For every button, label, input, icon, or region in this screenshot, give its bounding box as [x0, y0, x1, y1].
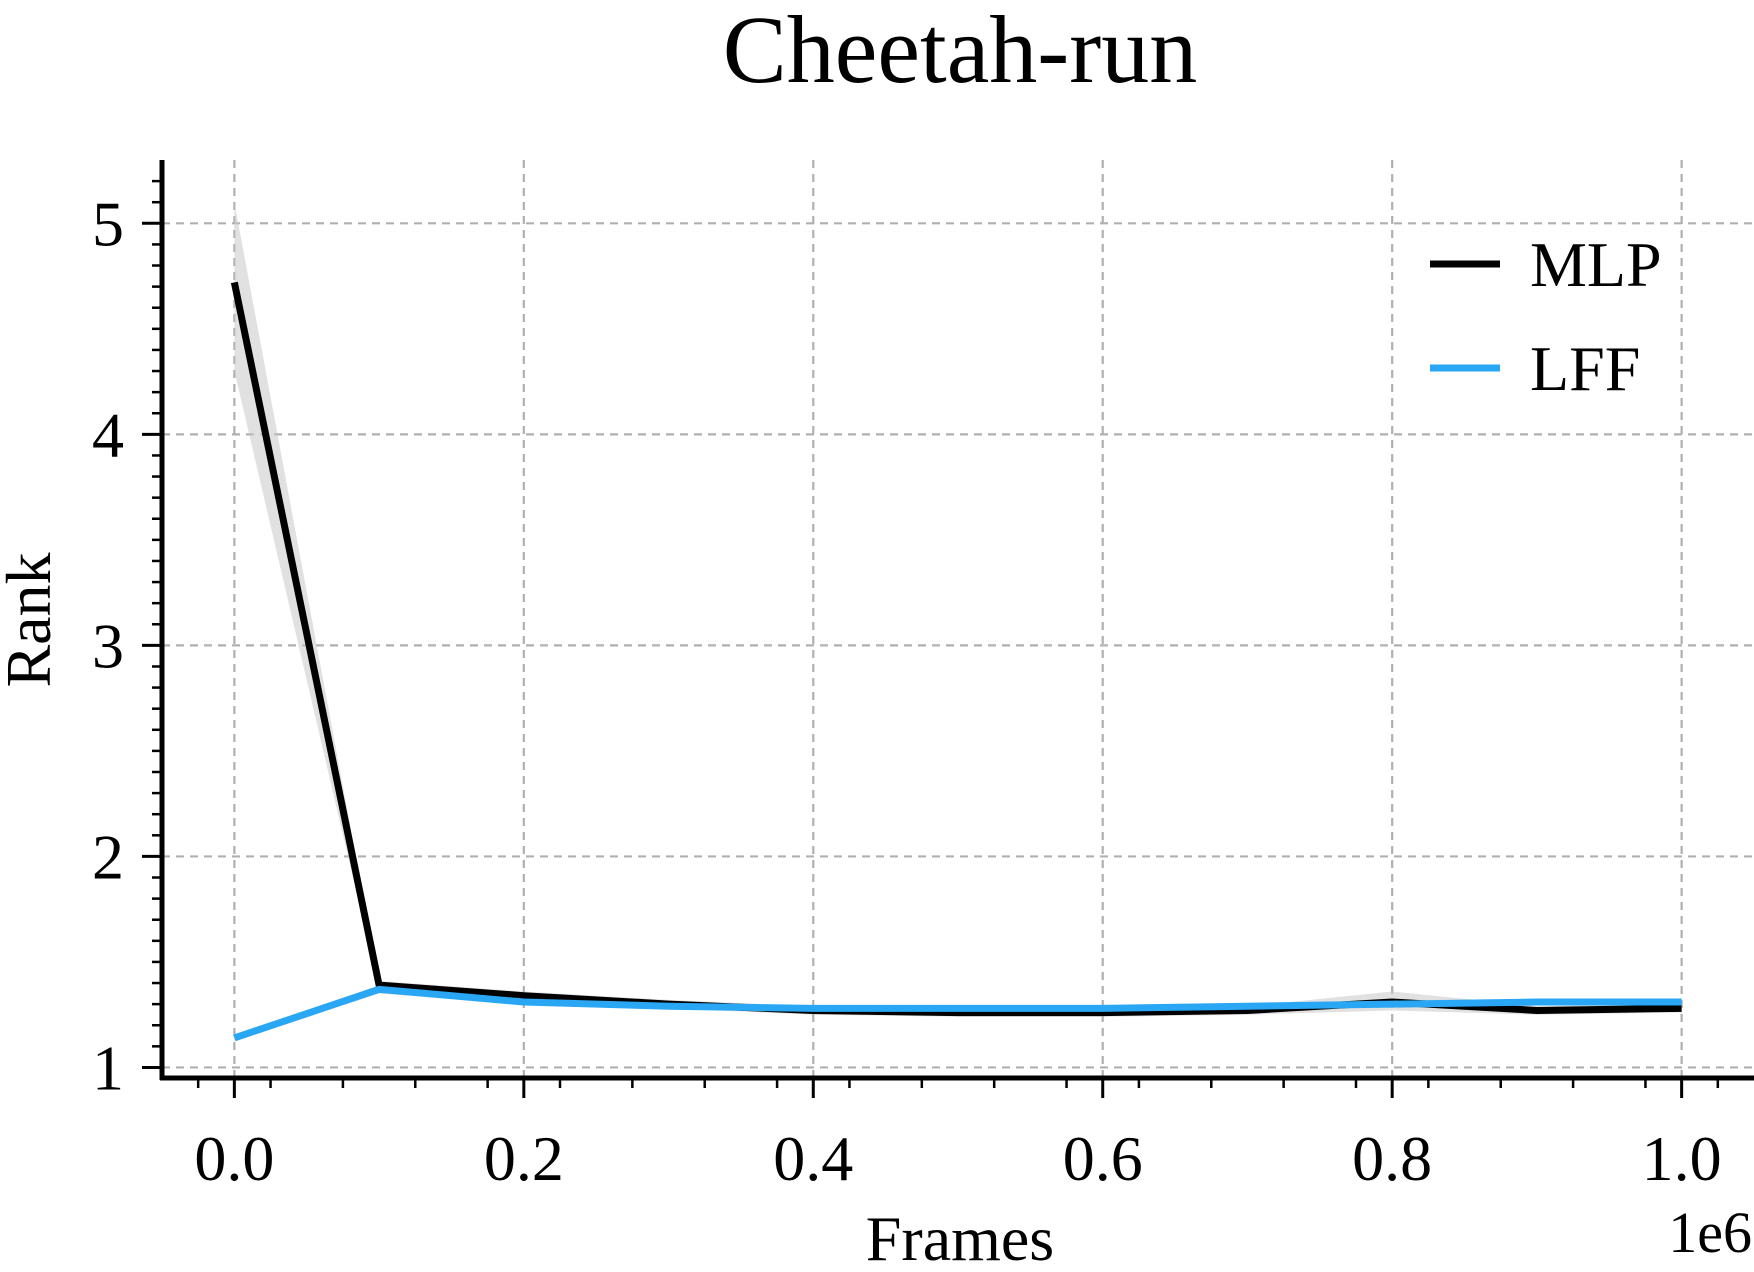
x-tick-label-5: 1.0 — [1642, 1123, 1722, 1194]
series-line-mlp — [230, 281, 1682, 1017]
chart-title: Cheetah-run — [723, 0, 1197, 103]
axes — [159, 160, 1754, 1081]
band-mlp — [234, 202, 1682, 1017]
x-tick-label-4: 0.8 — [1352, 1123, 1432, 1194]
x-tick-label-1: 0.2 — [484, 1123, 564, 1194]
legend: MLP LFF — [1430, 229, 1662, 404]
y-tick-label-1: 2 — [92, 821, 124, 892]
x-tick-label-0: 0.0 — [194, 1123, 274, 1194]
x-axis-offset-label: 1e6 — [1668, 1200, 1752, 1265]
x-axis-label: Frames — [866, 1203, 1054, 1272]
tick-marks — [142, 179, 1720, 1098]
series-lines — [230, 281, 1682, 1042]
confidence-bands — [234, 202, 1682, 1041]
legend-label-lff: LFF — [1530, 333, 1640, 404]
y-axis-label: Rank — [0, 552, 64, 687]
y-tick-label-3: 4 — [92, 399, 124, 470]
tick-labels: 0.0 0.2 0.4 0.6 0.8 1.0 1 2 3 4 5 — [92, 188, 1722, 1194]
y-tick-label-4: 5 — [92, 188, 124, 259]
x-tick-label-3: 0.6 — [1063, 1123, 1143, 1194]
grid — [162, 160, 1754, 1078]
y-tick-label-2: 3 — [92, 610, 124, 681]
legend-label-mlp: MLP — [1530, 229, 1662, 300]
x-tick-label-2: 0.4 — [773, 1123, 853, 1194]
y-tick-label-0: 1 — [92, 1032, 124, 1103]
